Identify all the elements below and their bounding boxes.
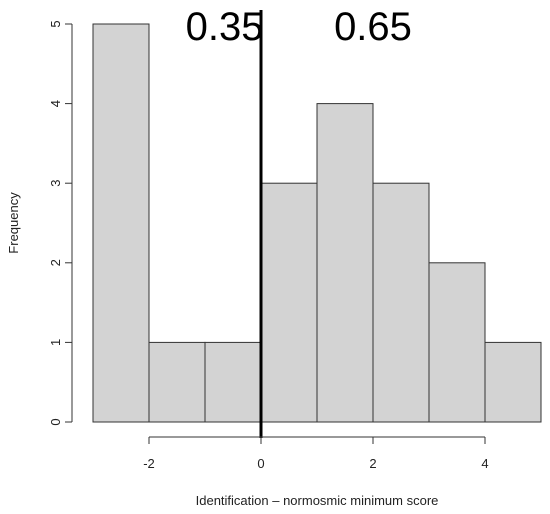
histogram-bar-7 xyxy=(484,341,542,423)
histogram-bar-5 xyxy=(372,182,430,423)
histogram-bar-0 xyxy=(92,23,150,423)
histogram-bar-3 xyxy=(260,182,318,423)
x-tick-label-3: 4 xyxy=(481,456,488,471)
histogram-bar-2 xyxy=(204,341,262,423)
x-axis: -2 0 2 4 xyxy=(143,436,489,471)
y-tick-label-1: 1 xyxy=(48,339,63,346)
x-tick-label-1: 0 xyxy=(257,456,264,471)
y-tick-label-0: 0 xyxy=(48,418,63,425)
bars-group xyxy=(92,23,542,423)
histogram-bar-6 xyxy=(428,262,486,423)
y-tick-label-5: 5 xyxy=(48,20,63,27)
annotation-left-proportion: 0.35 xyxy=(186,5,264,49)
x-tick-label-0: -2 xyxy=(143,456,155,471)
x-axis-title: Identification – normosmic minimum score xyxy=(196,493,439,508)
histogram-bar-1 xyxy=(148,341,206,423)
y-axis-title: Frequency xyxy=(6,192,21,254)
x-tick-label-2: 2 xyxy=(369,456,376,471)
y-tick-label-3: 3 xyxy=(48,180,63,187)
histogram-bar-4 xyxy=(316,103,374,423)
y-tick-label-4: 4 xyxy=(48,100,63,107)
y-tick-label-2: 2 xyxy=(48,259,63,266)
annotation-right-proportion: 0.65 xyxy=(334,5,412,49)
y-axis: 0 1 2 3 4 5 xyxy=(48,20,73,426)
